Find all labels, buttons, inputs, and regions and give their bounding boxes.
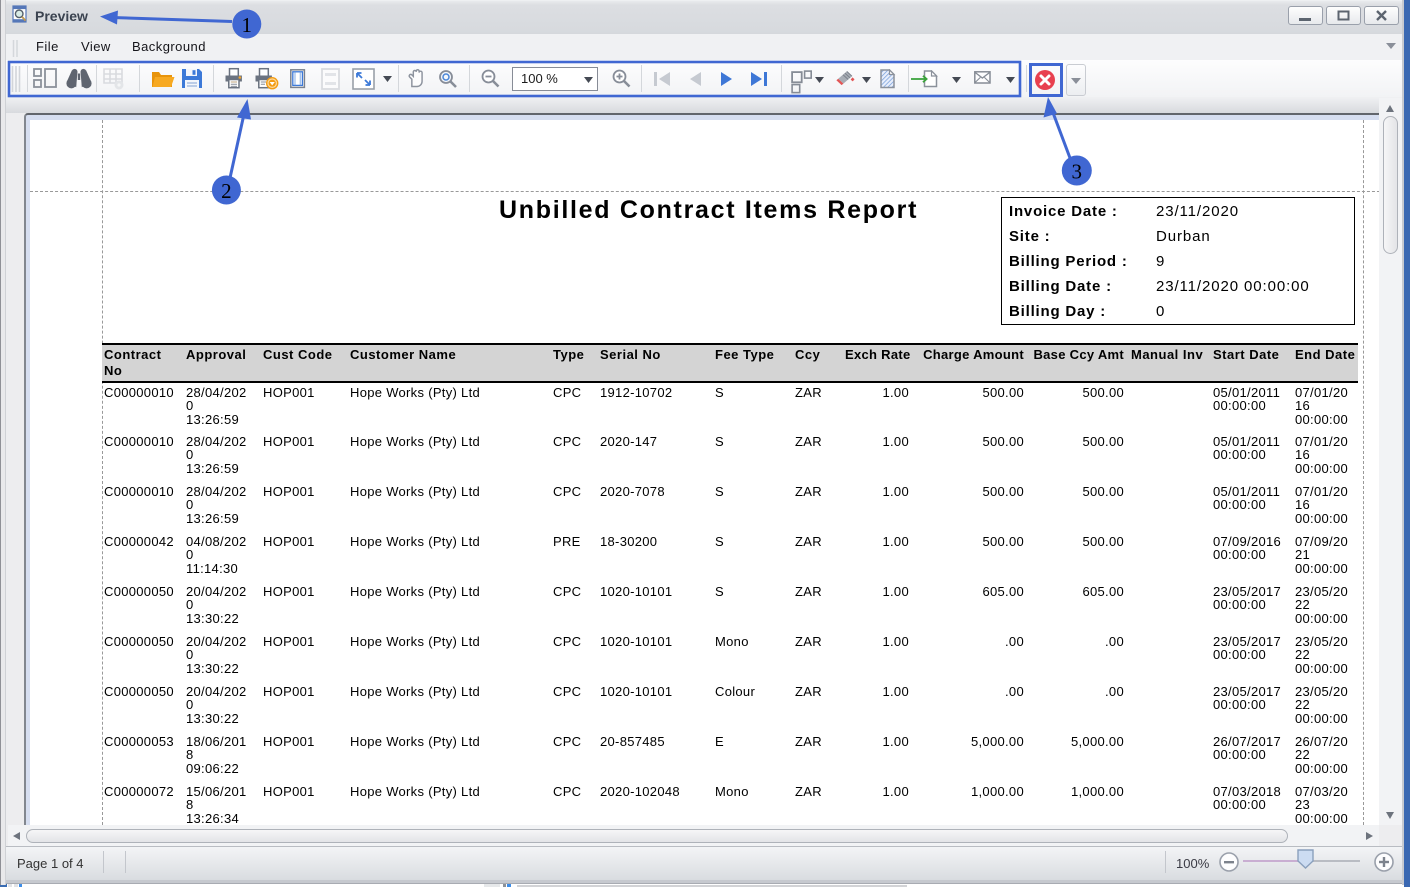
svg-text:2: 2 bbox=[221, 179, 232, 203]
svg-text:1: 1 bbox=[242, 13, 253, 37]
svg-text:3: 3 bbox=[1072, 160, 1083, 184]
